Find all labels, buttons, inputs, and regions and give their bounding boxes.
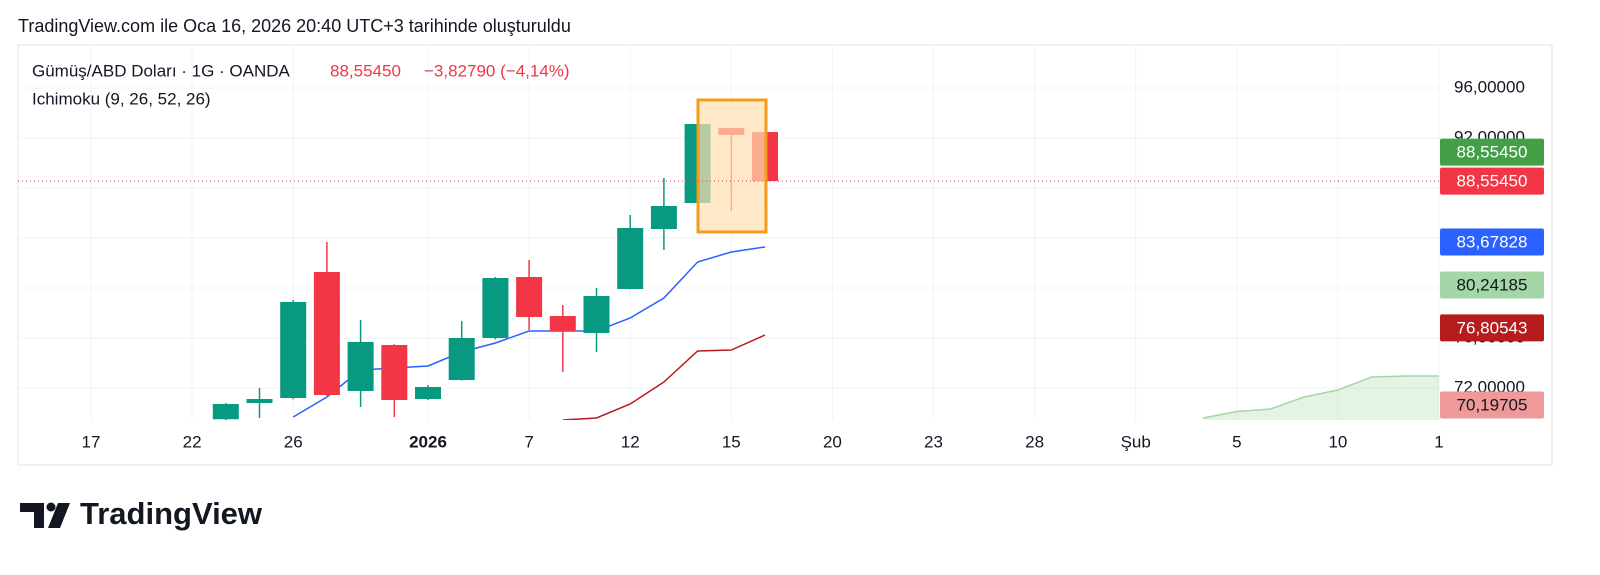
- last-price: 88,55450: [330, 61, 401, 80]
- indicator-label: Ichimoku (9, 26, 52, 26): [32, 89, 211, 108]
- y-tick-label: 96,00000: [1454, 77, 1525, 96]
- price-tag: [1440, 271, 1544, 299]
- x-tick-label: 12: [621, 432, 640, 451]
- candle-body: [381, 345, 408, 400]
- candle-body: [280, 302, 307, 398]
- logo-icon: [46, 502, 56, 512]
- chart-panel: [17, 44, 1553, 466]
- price-tag-label: 88,55450: [1457, 143, 1528, 162]
- grid: [18, 45, 1440, 420]
- candle-body: [246, 399, 273, 403]
- brand-logo: TradingView: [20, 496, 263, 531]
- x-tick-label: 23: [924, 432, 943, 451]
- x-tick-label: 1: [1434, 432, 1443, 451]
- candle-body: [212, 404, 239, 420]
- x-tick-label: 5: [1232, 432, 1241, 451]
- symbol-label: Gümüş/ABD Doları · 1G · OANDA: [32, 61, 291, 80]
- snapshot-caption: TradingView.com ile Oca 16, 2026 20:40 U…: [18, 16, 571, 36]
- indicator-line: [562, 334, 766, 420]
- brand-name: TradingView: [80, 496, 263, 531]
- candle-body: [448, 338, 475, 380]
- candle-body: [583, 296, 610, 333]
- x-tick-label: 10: [1328, 432, 1347, 451]
- price-change: −3,82790 (−4,14%): [424, 61, 570, 80]
- price-tag-label: 88,55450: [1457, 172, 1528, 191]
- x-tick-label: 22: [183, 432, 202, 451]
- price-tag: [1440, 314, 1544, 342]
- price-tag-label: 70,19705: [1457, 395, 1528, 414]
- candle-body: [516, 277, 543, 317]
- x-tick-label: 26: [284, 432, 303, 451]
- logo-icon: [20, 503, 44, 528]
- highlight-box: [696, 98, 768, 234]
- price-tag: [1440, 167, 1544, 195]
- x-tick-label: Şub: [1121, 432, 1151, 451]
- x-tick-label: 20: [823, 432, 842, 451]
- candle-body: [650, 206, 677, 229]
- candle-body: [617, 228, 644, 289]
- plot-area: [212, 98, 1439, 420]
- x-tick-label: 15: [722, 432, 741, 451]
- x-tick-label: 2026: [409, 432, 447, 451]
- price-tag: [1440, 391, 1544, 419]
- candle-body: [347, 342, 374, 391]
- cloud-area: [1203, 376, 1439, 420]
- candle-body: [415, 387, 441, 399]
- price-tag-label: 76,80543: [1457, 318, 1528, 337]
- x-tick-label: 17: [82, 432, 101, 451]
- price-tag: [1440, 228, 1544, 256]
- price-tag: [1440, 138, 1544, 166]
- price-tag-label: 80,24185: [1457, 275, 1528, 294]
- candle-body: [482, 278, 509, 338]
- x-tick-label: 7: [524, 432, 533, 451]
- cloud-edge: [1202, 375, 1439, 419]
- candle-body: [549, 316, 576, 331]
- logo-icon: [48, 503, 70, 528]
- price-tag-label: 83,67828: [1457, 233, 1528, 252]
- x-tick-label: 28: [1025, 432, 1044, 451]
- candle-body: [313, 272, 340, 395]
